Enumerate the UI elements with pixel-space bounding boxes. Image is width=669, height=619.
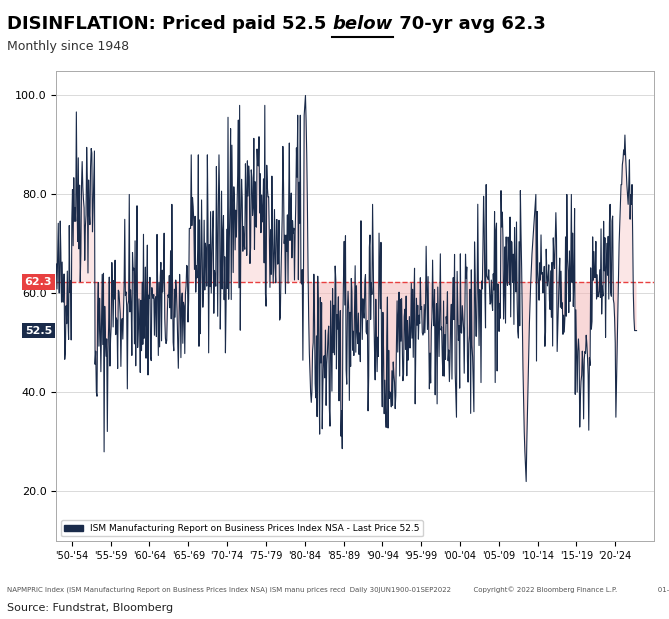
Text: Source: Fundstrat, Bloomberg: Source: Fundstrat, Bloomberg — [7, 603, 173, 613]
Text: Monthly since 1948: Monthly since 1948 — [7, 40, 129, 53]
Text: DISINFLATION: Priced paid 52.5: DISINFLATION: Priced paid 52.5 — [7, 15, 332, 33]
Legend: ISM Manufacturing Report on Business Prices Index NSA - Last Price 52.5: ISM Manufacturing Report on Business Pri… — [61, 520, 423, 537]
Text: below: below — [332, 15, 393, 33]
Text: 70-yr avg 62.3: 70-yr avg 62.3 — [393, 15, 545, 33]
Text: 52.5: 52.5 — [25, 326, 52, 335]
Text: 62.3: 62.3 — [25, 277, 52, 287]
Text: NAPMPRIC Index (ISM Manufacturing Report on Business Prices Index NSA) ISM manu : NAPMPRIC Index (ISM Manufacturing Report… — [7, 587, 669, 594]
